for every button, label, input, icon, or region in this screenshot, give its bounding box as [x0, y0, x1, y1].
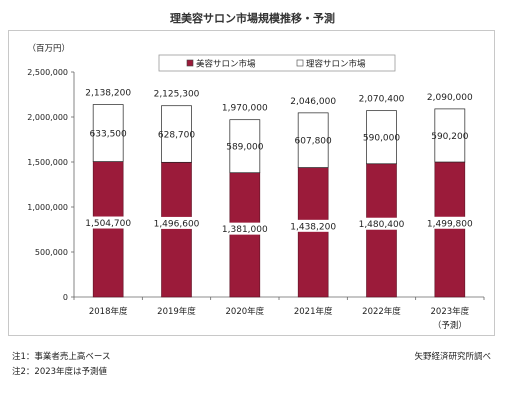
legend-label-barber: 理容サロン市場 — [306, 59, 366, 70]
bar-beauty-label-2: 1,381,000 — [222, 225, 268, 235]
bar-beauty-label-bg-0 — [81, 216, 136, 229]
footnote-1: 注1：事業者売上高ベース — [12, 352, 111, 362]
bar-beauty-3 — [297, 167, 329, 298]
source-credit: 矢野経済研究所調べ — [414, 352, 491, 362]
bar-barber-label-3: 607,800 — [295, 137, 332, 147]
legend-box — [158, 54, 396, 72]
bar-barber-label-4: 590,000 — [363, 134, 400, 144]
legend-swatch-barber — [296, 59, 304, 67]
x-tick-label-0: 2018年度 — [89, 306, 128, 317]
y-axis-label: （百万円） — [27, 43, 70, 54]
bar-barber-1 — [161, 105, 192, 163]
y-tick-label: 2,500,000 — [27, 68, 68, 77]
stacked-bar-chart: （百万円） 0 500,000 1,000,000 1,500,000 2,000,000… — [27, 43, 485, 331]
bar-beauty-2 — [229, 172, 261, 298]
x-tick-label-1: 2019年度 — [157, 306, 196, 317]
bar-barber-label-0: 633,500 — [90, 130, 127, 140]
y-tick-label: 2,000,000 — [27, 113, 68, 122]
bar-beauty-label-4: 1,480,400 — [359, 220, 405, 230]
bar-barber-3 — [297, 112, 329, 168]
bar-beauty-label-0: 1,504,700 — [85, 219, 131, 229]
x-tick-sublabel-5: （予測） — [433, 320, 467, 331]
bar-beauty-label-1: 1,496,600 — [154, 219, 200, 229]
bar-total-label-2: 1,970,000 — [222, 104, 268, 114]
bar-beauty-label-bg-4 — [354, 217, 409, 230]
bar-beauty-label-5: 1,499,800 — [427, 219, 473, 229]
chart-frame: （百万円） 0 500,000 1,000,000 1,500,000 2,000,000… — [8, 30, 495, 336]
bar-barber-label-5: 590,200 — [431, 132, 468, 142]
bar-beauty-label-bg-2 — [217, 222, 272, 235]
bar-barber-0 — [92, 104, 124, 162]
x-tick-label-3: 2021年度 — [294, 306, 333, 317]
legend-label-beauty: 美容サロン市場 — [196, 59, 256, 70]
y-tick-label: 0 — [63, 293, 68, 302]
bar-barber-label-2: 589,000 — [226, 143, 263, 153]
bar-beauty-label-bg-3 — [286, 219, 341, 232]
bar-beauty-label-3: 1,438,200 — [290, 222, 336, 232]
bar-barber-2 — [229, 119, 261, 174]
bar-beauty-1 — [161, 162, 192, 298]
y-tick-label: 500,000 — [35, 248, 68, 257]
bar-beauty-4 — [366, 163, 397, 298]
bar-beauty-label-bg-5 — [422, 216, 477, 229]
footnote-2: 注2：2023年度は予測値 — [12, 367, 108, 377]
bar-barber-4 — [366, 110, 397, 165]
bar-total-label-4: 2,070,400 — [359, 95, 405, 105]
x-tick-label-5: 2023年度 — [431, 306, 470, 317]
y-tick-label: 1,000,000 — [27, 203, 68, 212]
bar-beauty-label-bg-1 — [149, 216, 204, 229]
x-tick-label-4: 2022年度 — [362, 306, 401, 317]
bar-barber-label-1: 628,700 — [158, 131, 195, 141]
x-tick-label-2: 2020年度 — [226, 306, 265, 317]
legend-swatch-beauty — [186, 59, 194, 67]
bar-total-label-5: 2,090,000 — [427, 93, 473, 103]
bar-total-label-1: 2,125,300 — [154, 90, 200, 100]
chart-title: 理美容サロン市場規模推移・予測 — [170, 12, 335, 25]
bar-beauty-5 — [434, 161, 466, 298]
bar-total-label-3: 2,046,000 — [290, 97, 336, 107]
bar-beauty-0 — [92, 161, 124, 298]
y-tick-label: 1,500,000 — [27, 158, 68, 167]
bar-barber-5 — [434, 108, 466, 163]
bar-total-label-0: 2,138,200 — [85, 89, 131, 99]
